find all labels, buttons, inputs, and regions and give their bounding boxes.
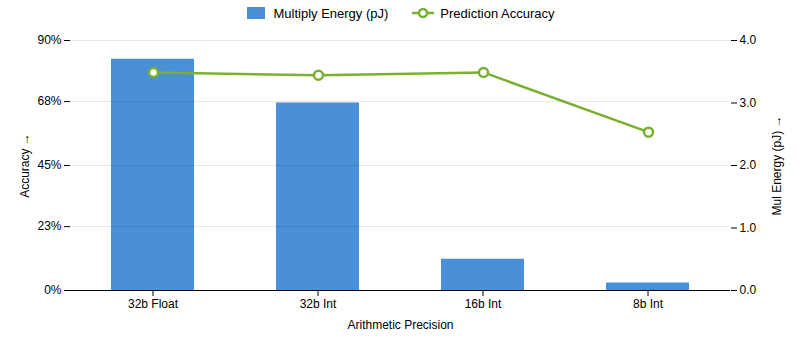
svg-text:0.0: 0.0 [740,283,757,297]
svg-text:8b Int: 8b Int [633,297,664,311]
html-text:Prediction Accuracy: Prediction Accuracy [440,5,555,21]
svg-text:68%: 68% [37,94,61,108]
svg-text:4.0: 4.0 [740,33,757,47]
svg-text:1.0: 1.0 [740,221,757,235]
svg-text:2.0: 2.0 [740,158,757,172]
svg-text:90%: 90% [37,33,61,47]
svg-text:45%: 45% [37,158,61,172]
svg-text:16b Int: 16b Int [465,297,502,311]
svg-text:Arithmetic Precision: Arithmetic Precision [347,318,453,332]
svg-text:23%: 23% [37,219,61,233]
svg-text:0%: 0% [44,283,62,297]
svg-text:32b Int: 32b Int [300,297,337,311]
html-text:Multiply Energy (pJ): Multiply Energy (pJ) [273,5,389,21]
svg-text:32b Float: 32b Float [128,297,179,311]
svg-text:Mul Energy (pJ) →: Mul Energy (pJ) → [770,115,784,215]
svg-text:3.0: 3.0 [740,96,757,110]
svg-text:Accuracy →: Accuracy → [18,133,32,198]
